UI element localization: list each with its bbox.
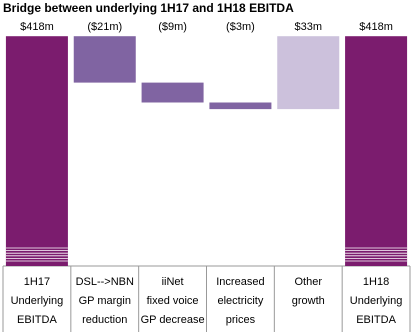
x-tick-label: fixed voice	[147, 295, 199, 307]
x-tick-label: electricity	[217, 295, 263, 307]
chart-title: Bridge between underlying 1H17 and 1H18 …	[3, 1, 294, 15]
x-tick-label: 1H17	[24, 276, 50, 288]
x-tick-label: DSL-->NBN	[76, 276, 134, 288]
bar	[73, 36, 136, 83]
value-label: $418m	[359, 21, 393, 33]
value-label: ($21m)	[87, 21, 122, 33]
bar	[141, 82, 204, 103]
x-tick-label: prices	[226, 314, 256, 326]
bar	[277, 36, 340, 110]
x-tick-label: Underlying	[350, 295, 403, 307]
x-tick-label: EBITDA	[356, 314, 396, 326]
x-tick-label: growth	[292, 295, 325, 307]
x-tick-label: Increased	[216, 276, 264, 288]
value-label: $418m	[20, 21, 54, 33]
value-label: ($3m)	[226, 21, 255, 33]
x-tick-label: Other	[294, 276, 322, 288]
bar	[345, 36, 408, 267]
x-tick-label: 1H18	[363, 276, 389, 288]
bar	[209, 102, 272, 110]
bar	[5, 36, 68, 267]
x-tick-label: EBITDA	[17, 314, 57, 326]
x-tick-label: Underlying	[11, 295, 64, 307]
x-tick-label: iiNet	[162, 276, 184, 288]
x-tick-label: reduction	[82, 314, 127, 326]
x-tick-label: GP margin	[79, 295, 131, 307]
value-label: $33m	[294, 21, 322, 33]
value-label: ($9m)	[158, 21, 187, 33]
x-tick-label: GP decrease	[141, 314, 205, 326]
